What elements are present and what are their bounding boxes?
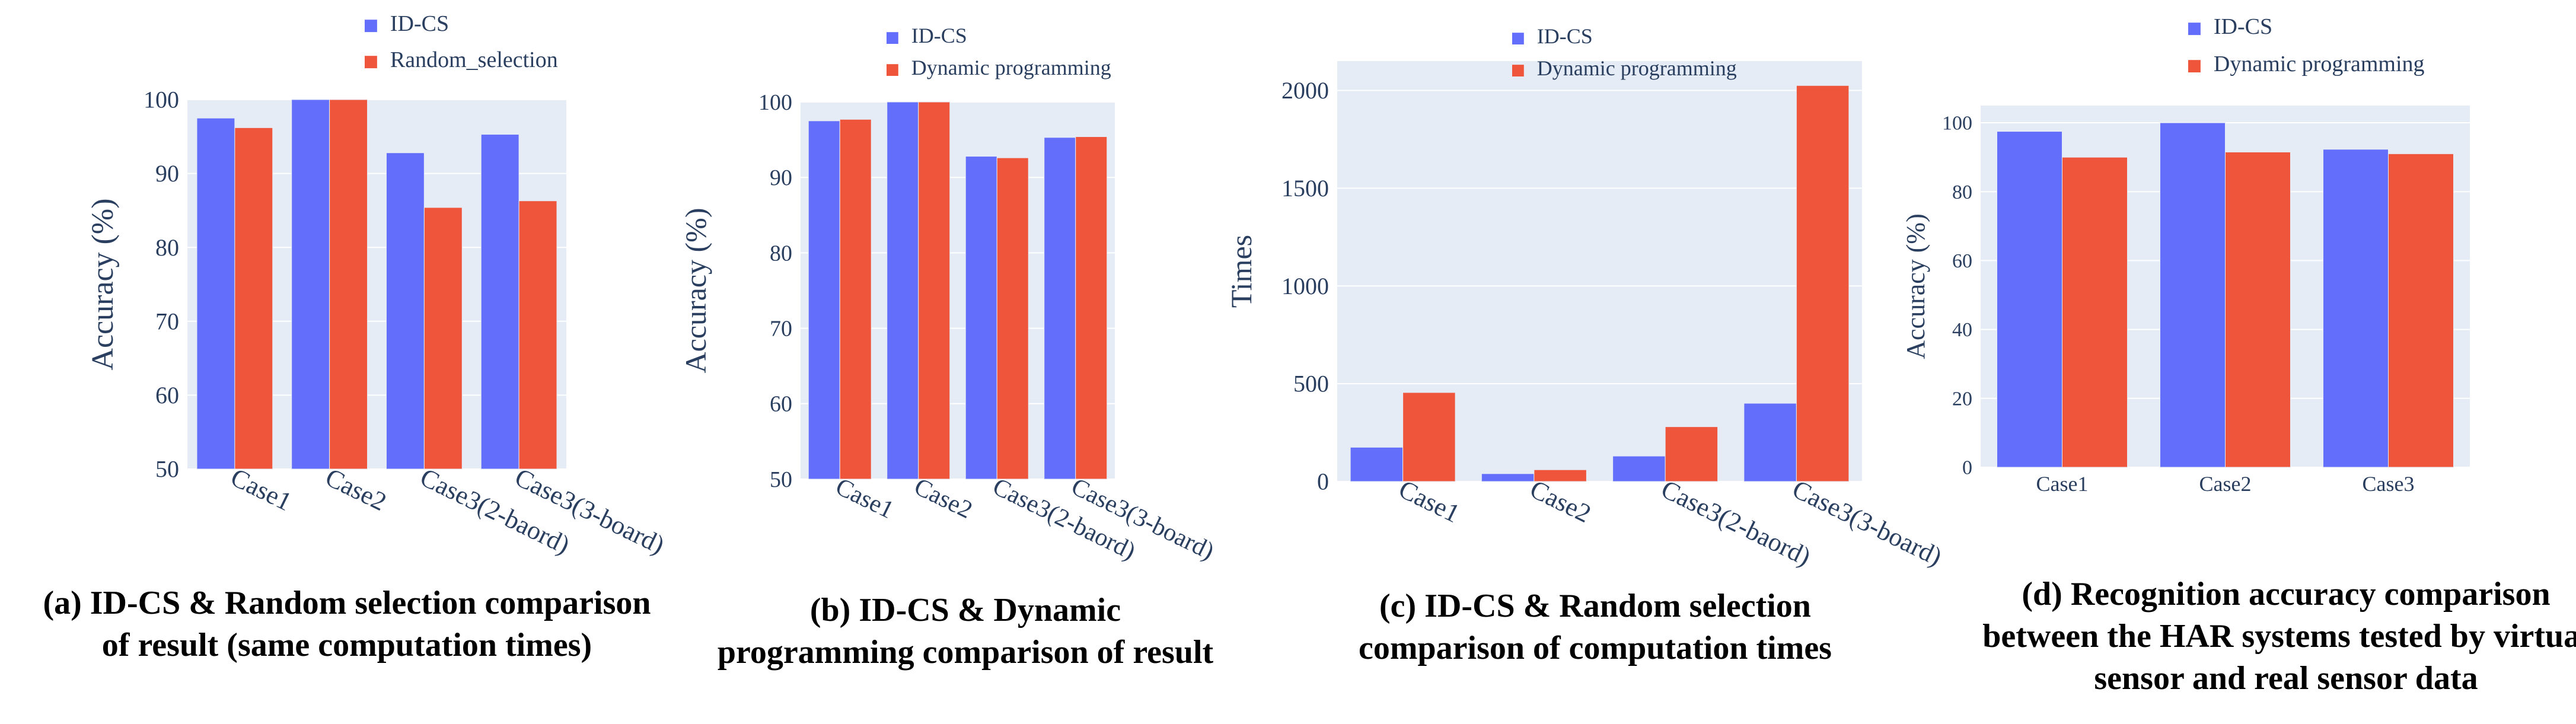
y-tick-label: 0: [1317, 468, 1329, 495]
bar-series-a: [1997, 131, 2062, 468]
bar-series-b: [518, 200, 557, 470]
caption-line: of result (same computation times): [102, 627, 592, 664]
y-tick-label: 80: [155, 234, 179, 261]
bar-series-b: [2388, 153, 2454, 468]
bar-series-b: [2062, 157, 2128, 468]
y-tick-label: 20: [1952, 388, 1972, 410]
legend-label: ID-CS: [390, 11, 449, 36]
bar-series-b: [2225, 151, 2291, 468]
bar-series-b: [1534, 469, 1587, 482]
y-tick-label: 100: [144, 87, 179, 113]
legend-label: Dynamic programming: [1537, 56, 1737, 80]
caption-line: programming comparison of result: [718, 634, 1214, 671]
legend-label: Dynamic programming: [911, 56, 1111, 79]
bar-series-a: [1481, 473, 1535, 482]
x-tick-label: Case1: [831, 473, 898, 524]
y-tick-label: 50: [155, 456, 179, 483]
bar-series-a: [1350, 446, 1404, 482]
x-tick-label: Case1: [2036, 472, 2089, 496]
bar-series-b: [1075, 136, 1108, 480]
y-tick-label: 0: [1962, 457, 1972, 479]
bar-series-b: [423, 207, 463, 470]
bar-series-b: [1402, 392, 1456, 482]
y-axis-label: Accuracy (%): [1901, 213, 1930, 359]
y-tick-label: 2000: [1281, 77, 1329, 104]
legend-swatch: [887, 32, 898, 44]
bar-series-a: [385, 152, 425, 470]
x-tick-label: Case1: [1394, 474, 1464, 528]
bar-series-b: [996, 157, 1029, 480]
caption-line: between the HAR systems tested by virtua…: [1982, 618, 2576, 655]
y-tick-label: 60: [155, 382, 179, 409]
legend-swatch: [1512, 65, 1524, 76]
y-tick-label: 500: [1293, 371, 1329, 397]
y-tick-label: 90: [155, 160, 179, 187]
legend-swatch: [2188, 60, 2201, 73]
bar-series-a: [1044, 137, 1076, 480]
y-tick-label: 60: [770, 392, 792, 417]
bar-series-a: [2323, 149, 2389, 468]
y-tick-label: 80: [1952, 181, 1972, 203]
legend-swatch: [887, 64, 898, 76]
y-tick-label: 100: [758, 90, 792, 115]
bar-series-a: [808, 120, 840, 480]
bar-series-b: [1665, 426, 1719, 482]
y-tick-label: 40: [1952, 319, 1972, 341]
y-tick-label: 50: [770, 467, 792, 492]
y-axis-label: Times: [1225, 235, 1258, 308]
x-tick-label: Case2: [321, 463, 391, 516]
bar-series-a: [1612, 455, 1666, 482]
bar-series-a: [1743, 403, 1797, 482]
caption-line: (a) ID-CS & Random selection comparison: [43, 585, 651, 621]
x-tick-label: Case2: [1525, 474, 1595, 528]
y-tick-label: 80: [770, 241, 792, 266]
x-tick-label: Case3(2-baord): [1657, 474, 1815, 572]
y-tick-label: 1000: [1281, 273, 1329, 299]
x-tick-label: Case2: [2199, 472, 2252, 496]
caption-line: (c) ID-CS & Random selection: [1379, 588, 1811, 624]
bar-series-b: [839, 119, 872, 480]
chart-c: 0 500 1000 1500 2000 Case1 Case2 Case3(2-baord)…: [1225, 24, 1946, 666]
legend-swatch: [365, 20, 377, 33]
y-tick-label: 60: [1952, 250, 1972, 272]
legend-label: ID-CS: [2214, 14, 2272, 39]
legend-swatch: [1512, 33, 1524, 44]
caption-line: (d) Recognition accuracy comparison: [2022, 576, 2550, 613]
y-tick-label: 70: [155, 308, 179, 334]
bar-series-a: [965, 156, 997, 480]
caption-line: sensor and real sensor data: [2094, 660, 2478, 697]
y-axis-label: Accuracy (%): [86, 198, 120, 370]
caption-line: comparison of computation times: [1359, 630, 1832, 666]
bar-series-a: [196, 117, 235, 470]
x-tick-label: Case3: [2363, 472, 2415, 496]
legend-label: Random_selection: [390, 47, 558, 72]
legend-swatch: [2188, 23, 2201, 36]
x-tick-label: Case3(3-board): [1788, 474, 1946, 572]
bar-series-a: [480, 134, 519, 470]
y-tick-label: 100: [1942, 113, 1972, 135]
bar-series-b: [234, 127, 273, 470]
bar-series-b: [918, 101, 951, 480]
bar-series-b: [1796, 85, 1850, 482]
bar-series-b: [329, 99, 368, 470]
x-tick-label: Case2: [910, 473, 976, 524]
legend-label: Dynamic programming: [2214, 52, 2425, 76]
y-axis-label: Accuracy (%): [679, 208, 712, 374]
bar-series-a: [291, 99, 330, 470]
y-tick-label: 90: [770, 165, 792, 190]
x-tick-label: Case1: [226, 463, 296, 516]
legend-swatch: [365, 56, 377, 69]
legend-label: ID-CS: [911, 24, 967, 47]
bar-series-a: [2160, 122, 2226, 468]
caption-line: (b) ID-CS & Dynamic: [810, 592, 1121, 629]
legend-label: ID-CS: [1537, 24, 1593, 48]
bar-series-a: [887, 101, 919, 480]
y-tick-label: 1500: [1281, 175, 1329, 202]
chart-d: 0 20 40 60 80 100 Case1 Case2 Case3 Accuracy (%) I…: [1901, 14, 2576, 697]
y-tick-label: 70: [770, 317, 792, 342]
